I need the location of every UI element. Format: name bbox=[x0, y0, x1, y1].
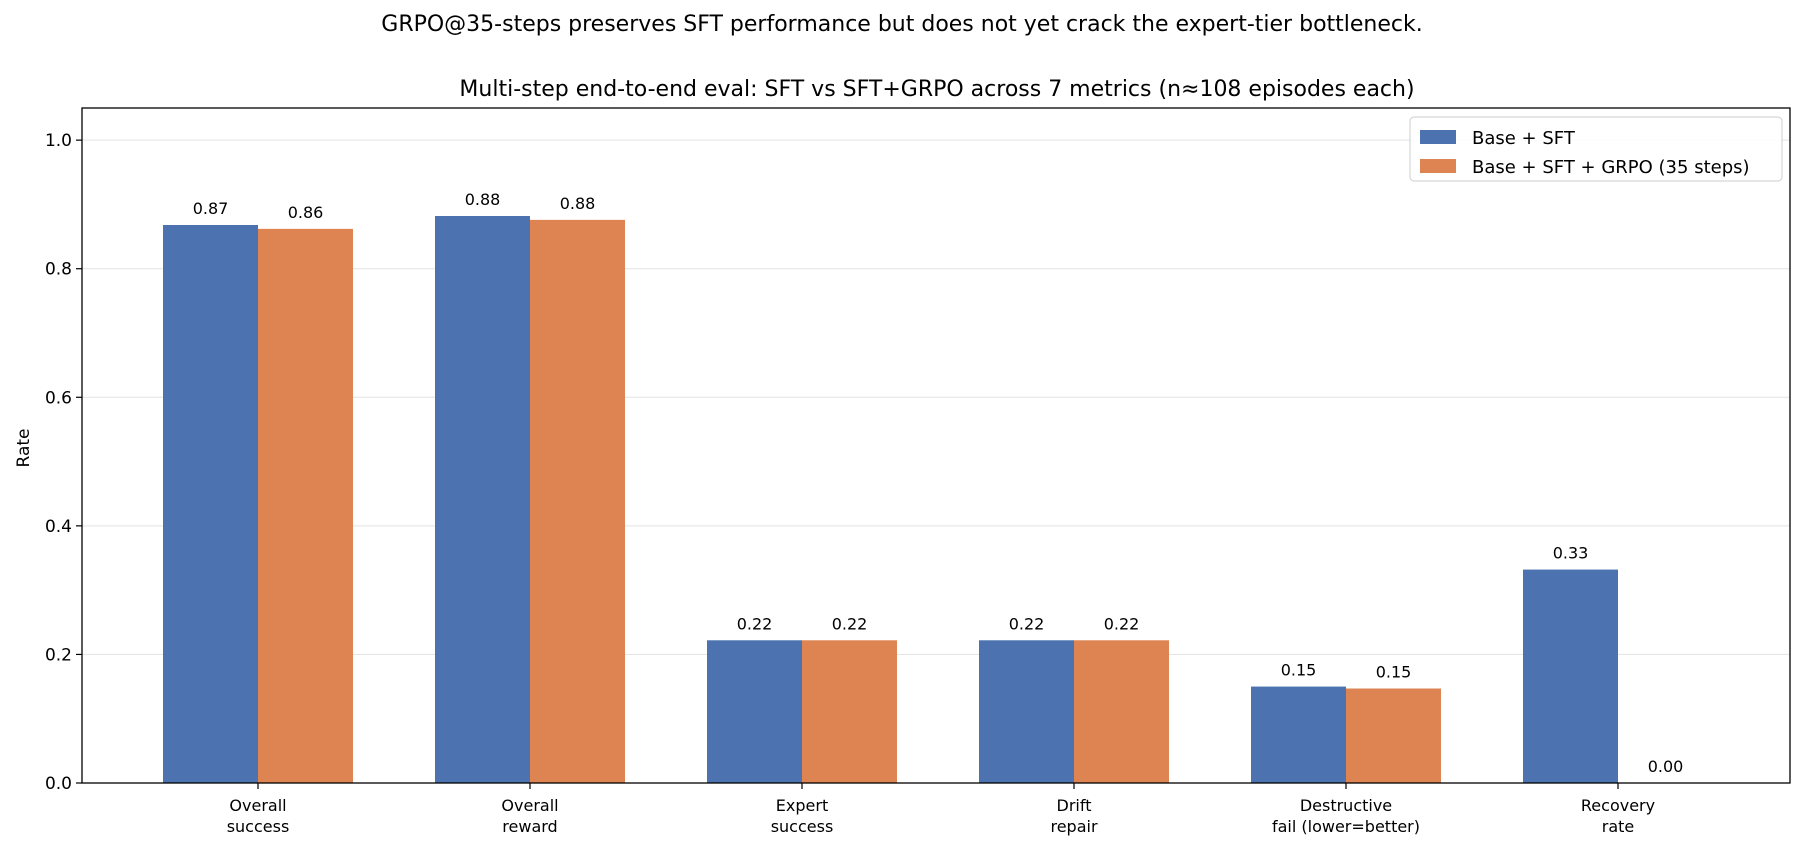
x-axis: Overall success Overall reward Expert success… bbox=[227, 783, 1655, 836]
bar-value-label: 0.15 bbox=[1376, 663, 1412, 682]
x-category-label: reward bbox=[502, 817, 557, 836]
legend-swatch bbox=[1420, 159, 1456, 173]
bar-value-label: 0.22 bbox=[1104, 614, 1140, 633]
x-category-label: Expert bbox=[776, 796, 828, 815]
x-category-label: Overall bbox=[501, 796, 558, 815]
y-tick-label: 0.4 bbox=[45, 517, 72, 537]
bar-value-label: 0.22 bbox=[737, 614, 773, 633]
chart-suptitle: GRPO@35-steps preserves SFT performance … bbox=[381, 12, 1422, 37]
y-tick-label: 0.2 bbox=[45, 645, 72, 665]
y-axis: 0.0 0.2 0.4 0.6 0.8 1.0 bbox=[45, 131, 82, 794]
bar-value-label: 0.88 bbox=[465, 190, 501, 209]
bar-value-label: 0.00 bbox=[1648, 757, 1684, 776]
bar-grpo-4 bbox=[1346, 688, 1441, 783]
x-category-label: success bbox=[227, 817, 290, 836]
bar-value-label: 0.86 bbox=[288, 203, 324, 222]
x-category-label: rate bbox=[1602, 817, 1635, 836]
x-category-label: repair bbox=[1050, 817, 1097, 836]
legend-label: Base + SFT bbox=[1472, 128, 1576, 149]
x-category-label: Overall bbox=[229, 796, 286, 815]
bar-value-label: 0.87 bbox=[193, 199, 229, 218]
x-category-label: Recovery bbox=[1581, 796, 1655, 815]
bar-grpo-1 bbox=[530, 219, 625, 783]
bar-sft-1 bbox=[435, 216, 530, 783]
y-tick-label: 0.6 bbox=[45, 388, 72, 408]
legend-box bbox=[1409, 116, 1783, 182]
bar-value-label: 0.15 bbox=[1281, 661, 1317, 680]
legend-label: Base + SFT + GRPO (35 steps) bbox=[1472, 157, 1750, 178]
x-category-label: fail (lower=better) bbox=[1272, 817, 1420, 836]
bar-sft-4 bbox=[1251, 686, 1346, 783]
bar-value-label: 0.22 bbox=[832, 614, 868, 633]
bar-grpo-3 bbox=[1074, 640, 1169, 783]
bar-value-label: 0.22 bbox=[1009, 614, 1045, 633]
legend-swatch bbox=[1420, 130, 1456, 144]
y-tick-label: 0.0 bbox=[45, 774, 72, 794]
y-tick-label: 0.8 bbox=[45, 260, 72, 280]
x-category-label: success bbox=[771, 817, 834, 836]
bar-labels-group: 0.87 0.86 0.88 0.88 0.22 0.22 0.22 0.22 0.15 0.15… bbox=[193, 190, 1684, 776]
plot-frame bbox=[81, 107, 1791, 784]
bar-sft-0 bbox=[163, 225, 258, 783]
bar-value-label: 0.88 bbox=[560, 194, 596, 213]
bar-sft-5 bbox=[1523, 569, 1618, 783]
chart-title: Multi-step end-to-end eval: SFT vs SFT+G… bbox=[459, 77, 1414, 102]
bar-grpo-0 bbox=[258, 228, 353, 783]
bar-grpo-2 bbox=[802, 640, 897, 783]
bar-value-label: 0.33 bbox=[1553, 544, 1589, 563]
legend: Base + SFT Base + SFT + GRPO (35 steps) bbox=[1409, 116, 1783, 182]
x-category-label: Drift bbox=[1057, 796, 1092, 815]
bar-sft-2 bbox=[707, 640, 802, 783]
x-category-label: Destructive bbox=[1300, 796, 1392, 815]
bar-sft-3 bbox=[979, 640, 1074, 783]
grid-lines bbox=[82, 139, 1790, 655]
y-axis-label: Rate bbox=[14, 429, 34, 468]
bars-group bbox=[163, 216, 1618, 783]
y-tick-label: 1.0 bbox=[45, 131, 72, 151]
